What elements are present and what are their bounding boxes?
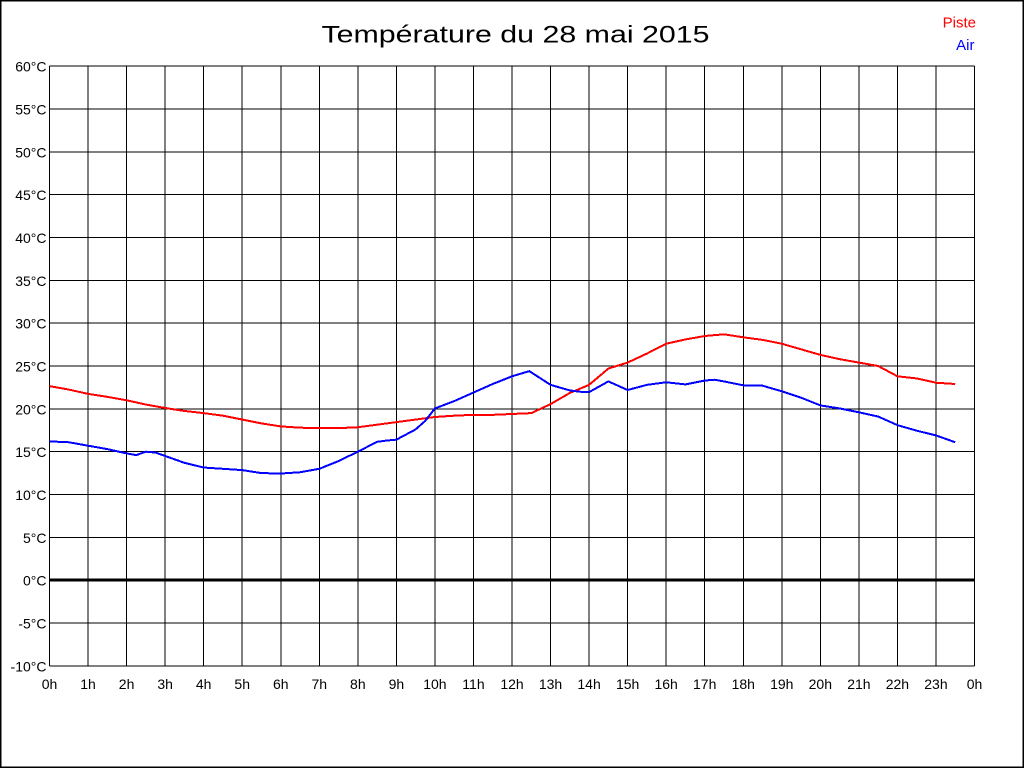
svg-text:15°C: 15°C xyxy=(15,444,46,460)
svg-text:5h: 5h xyxy=(234,676,250,692)
svg-text:2h: 2h xyxy=(119,676,135,692)
svg-text:15h: 15h xyxy=(616,676,639,692)
svg-text:9h: 9h xyxy=(389,676,405,692)
svg-text:8h: 8h xyxy=(350,676,366,692)
svg-text:0h: 0h xyxy=(967,676,983,692)
svg-text:Température du 28 mai 2015: Température du 28 mai 2015 xyxy=(321,21,709,48)
svg-text:13h: 13h xyxy=(539,676,562,692)
svg-text:10h: 10h xyxy=(423,676,446,692)
svg-text:0h: 0h xyxy=(42,676,58,692)
svg-text:16h: 16h xyxy=(654,676,677,692)
svg-text:3h: 3h xyxy=(157,676,173,692)
svg-text:4h: 4h xyxy=(196,676,212,692)
svg-text:35°C: 35°C xyxy=(15,273,46,289)
svg-text:10°C: 10°C xyxy=(15,487,46,503)
svg-text:20h: 20h xyxy=(809,676,832,692)
svg-text:12h: 12h xyxy=(500,676,523,692)
svg-text:7h: 7h xyxy=(312,676,328,692)
svg-text:20°C: 20°C xyxy=(15,401,46,417)
svg-text:50°C: 50°C xyxy=(15,144,46,160)
svg-text:18h: 18h xyxy=(732,676,755,692)
svg-text:17h: 17h xyxy=(693,676,716,692)
svg-text:19h: 19h xyxy=(770,676,793,692)
svg-text:40°C: 40°C xyxy=(15,230,46,246)
svg-text:6h: 6h xyxy=(273,676,289,692)
svg-text:-5°C: -5°C xyxy=(18,616,46,632)
svg-text:14h: 14h xyxy=(577,676,600,692)
svg-text:25°C: 25°C xyxy=(15,359,46,375)
svg-text:22h: 22h xyxy=(886,676,909,692)
svg-text:21h: 21h xyxy=(847,676,870,692)
svg-text:45°C: 45°C xyxy=(15,187,46,203)
svg-text:Air: Air xyxy=(956,37,974,54)
svg-text:Piste: Piste xyxy=(943,15,976,32)
svg-text:5°C: 5°C xyxy=(23,530,47,546)
svg-text:11h: 11h xyxy=(462,676,484,692)
svg-text:1h: 1h xyxy=(80,676,96,692)
svg-text:0°C: 0°C xyxy=(23,573,47,589)
svg-text:23h: 23h xyxy=(924,676,947,692)
svg-text:55°C: 55°C xyxy=(15,101,46,117)
svg-text:-10°C: -10°C xyxy=(11,658,47,674)
svg-text:60°C: 60°C xyxy=(15,59,46,75)
svg-text:30°C: 30°C xyxy=(15,316,46,332)
